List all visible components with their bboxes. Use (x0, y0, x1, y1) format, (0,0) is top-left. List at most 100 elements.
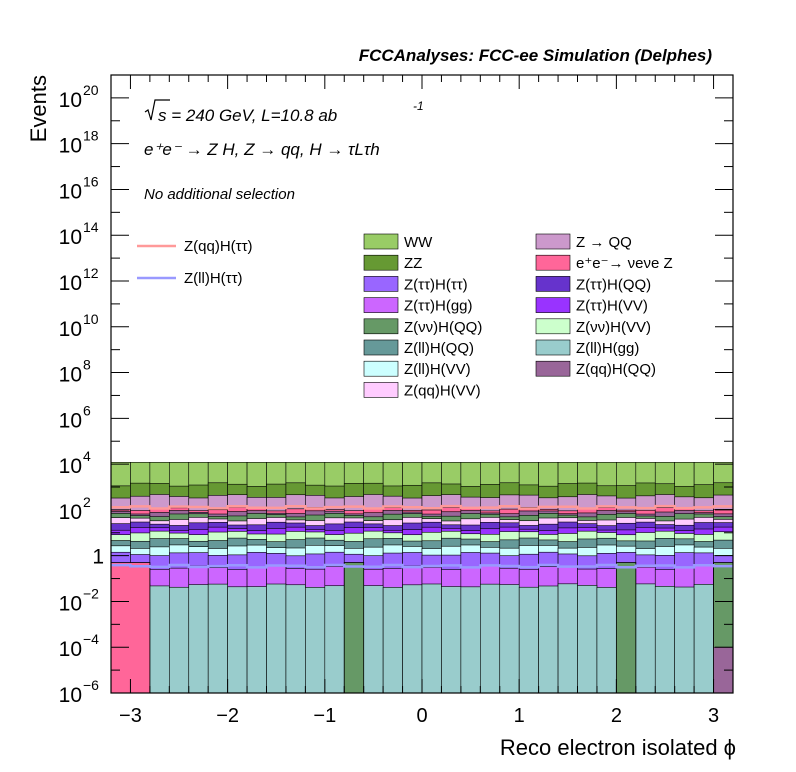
y-tick-label: 10 −4 (59, 631, 100, 661)
bar-0-22 (538, 585, 559, 694)
legend-entry: Z(ll)H(QQ) (404, 340, 474, 357)
svg-text:8: 8 (83, 357, 91, 373)
bar-0-16 (421, 583, 442, 694)
svg-text:10: 10 (59, 89, 82, 112)
svg-text:10: 10 (59, 501, 82, 524)
x-axis-label: Reco electron isolated ϕ (500, 735, 736, 760)
chart-title: FCCAnalyses: FCC-ee Simulation (Delphes) (359, 46, 713, 65)
svg-text:10: 10 (59, 272, 82, 295)
special-bin-0 (110, 562, 151, 694)
x-tick-label: 2 (611, 705, 622, 727)
y-tick-label: 10 14 (59, 219, 99, 249)
bar-0-4 (188, 584, 209, 694)
legend-swatch (363, 318, 399, 335)
overlay-line-0 (111, 504, 733, 510)
svg-text:10: 10 (59, 135, 82, 158)
bar-0-19 (480, 583, 501, 694)
bar-0-7 (246, 586, 267, 694)
legend-swatch (535, 339, 571, 356)
legend-swatch (363, 339, 399, 356)
svg-text:1: 1 (92, 546, 104, 569)
svg-text:10: 10 (59, 638, 82, 661)
svg-text:10: 10 (59, 409, 82, 432)
svg-text:4: 4 (83, 448, 91, 464)
legend-swatch (535, 276, 571, 292)
bar-0-27 (635, 583, 656, 694)
svg-text:6: 6 (83, 402, 91, 418)
bar-0-15 (402, 584, 423, 694)
annotation-energy: s = 240 GeV, L=10.8 ab -1 (144, 99, 424, 125)
x-tick-label: −1 (313, 705, 336, 727)
bar-0-11 (324, 585, 345, 694)
y-tick-label: 10 −6 (59, 677, 100, 707)
bar-0-24 (577, 585, 598, 694)
legend-entry: Z(qq)H(ττ) (184, 238, 253, 255)
legend-swatch (363, 297, 399, 313)
series-0 (110, 583, 734, 694)
y-tick-label: 10 10 (59, 311, 99, 341)
svg-text:14: 14 (83, 219, 99, 235)
svg-text:10: 10 (59, 364, 82, 387)
legend-swatch (535, 318, 571, 335)
annotation-energy-exp: -1 (413, 99, 424, 113)
legend-swatch (535, 254, 571, 271)
svg-text:18: 18 (83, 128, 99, 144)
svg-text:10: 10 (59, 592, 82, 615)
y-tick-label: 10 20 (59, 82, 99, 112)
legend: Z(qq)H(ττ) Z(ll)H(ττ) WW ZZ Z(ττ)H(ττ) Z(ττ)H… (137, 233, 673, 399)
legend-entry: Z(ll)H(VV) (404, 361, 471, 378)
bar-0-20 (499, 584, 520, 694)
bar-0-18 (460, 586, 481, 694)
bar-0-25 (596, 587, 617, 694)
svg-text:10: 10 (59, 226, 82, 249)
legend-entry: Z(ττ)H(QQ) (576, 276, 651, 293)
svg-text:16: 16 (83, 173, 99, 189)
bar-0-10 (305, 587, 326, 694)
bar-0-21 (518, 586, 539, 694)
legend-swatch (363, 276, 399, 292)
legend-swatch (363, 233, 399, 250)
y-tick-label: 10 18 (59, 128, 99, 158)
y-axis-label: Events (26, 75, 51, 142)
y-tick-label: 10 16 (59, 173, 99, 203)
legend-entry: Z(qq)H(QQ) (576, 361, 656, 378)
legend-entry: Z(ll)H(ττ) (184, 270, 243, 287)
legend-entry: Z(ττ)H(ττ) (404, 276, 468, 293)
legend-entry: ZZ (404, 255, 422, 272)
y-tick-label: 10 12 (59, 265, 99, 295)
bar-0-30 (693, 584, 714, 694)
bar-0-3 (169, 586, 190, 694)
legend-entry: WW (404, 234, 433, 251)
x-tick-labels: −3 −2 −1 0 1 2 3 (110, 75, 734, 727)
legend-entry: Z(qq)H(VV) (404, 382, 481, 399)
x-tick-label: −2 (216, 705, 239, 727)
x-tick-label: 0 (416, 705, 427, 727)
legend-entry: Z(ττ)H(gg) (404, 298, 473, 315)
y-tick-label: 10 6 (59, 402, 91, 432)
svg-text:10: 10 (59, 318, 82, 341)
legend-swatch (535, 297, 571, 313)
y-tick-label: 10 8 (59, 357, 91, 387)
bar-0-13 (363, 585, 384, 694)
legend-entry: Z(νν)H(QQ) (404, 319, 482, 336)
svg-text:2: 2 (83, 494, 91, 510)
legend-swatch (363, 254, 399, 271)
svg-text:20: 20 (83, 82, 99, 98)
y-tick-label: 1 (92, 546, 104, 569)
legend-swatch (363, 360, 399, 377)
bar-0-2 (149, 585, 170, 694)
legend-swatch (535, 233, 571, 250)
overlay-line-1 (111, 563, 733, 569)
bar-0-9 (285, 584, 306, 694)
annotation-energy-text: s = 240 GeV, L=10.8 ab (158, 106, 337, 125)
x-tick-label: −3 (119, 705, 142, 727)
svg-text:10: 10 (59, 455, 82, 478)
y-tick-label: 10 −2 (59, 585, 100, 615)
svg-text:10: 10 (59, 684, 82, 707)
bar-0-8 (266, 583, 287, 694)
bar-0-23 (557, 583, 578, 694)
svg-text:10: 10 (59, 180, 82, 203)
svg-text:10: 10 (83, 311, 99, 327)
svg-text:−4: −4 (83, 631, 99, 647)
